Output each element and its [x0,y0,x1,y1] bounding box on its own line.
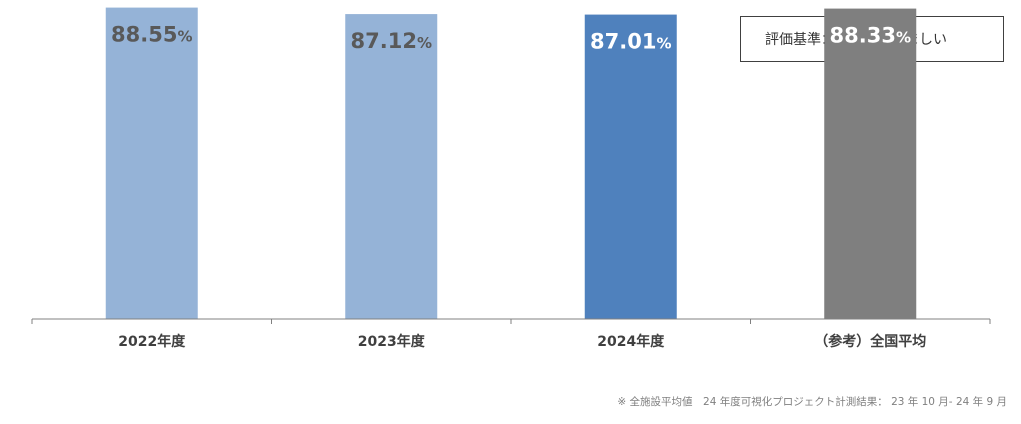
bar-value-unit: % [896,29,911,47]
bar-value-number: 88.33 [830,24,896,48]
x-tick-label: 2023年度 [358,333,426,350]
footnote: ※ 全施設平均値 24 年度可視化プロジェクト計測結果： 23 年 10 月- … [617,396,1007,408]
bar-value-label: 87.12% [351,29,432,53]
bar-value-unit: % [177,28,192,46]
x-axis [31,318,991,324]
bar-count-label: 886/1017 件 [348,0,434,2]
bar-value-label: 88.33% [830,24,911,48]
bar-value-number: 87.12 [351,29,417,53]
bar-4 [824,8,917,319]
bar-1 [105,7,198,319]
x-tick-label: （参考）全国平均 [814,333,926,350]
bar-3 [584,14,677,320]
x-tick-label: 2024年度 [597,333,665,350]
chart-bars [105,7,917,320]
bar-chart: 88.55%665/751 件2022年度87.12%886/1017 件202… [31,0,991,350]
chart-labels: 88.55%665/751 件2022年度87.12%886/1017 件202… [111,0,926,350]
bar-value-number: 87.01 [590,30,656,54]
bar-value-label: 88.55% [111,23,192,47]
x-tick-label: 2022年度 [118,333,186,350]
bar-value-unit: % [417,34,432,52]
bar-value-unit: % [656,35,671,53]
bar-2 [345,14,438,319]
bar-value-number: 88.55 [111,23,177,47]
bar-count-label: 750/862 件 [592,0,669,3]
bar-value-label: 87.01% [590,30,671,54]
